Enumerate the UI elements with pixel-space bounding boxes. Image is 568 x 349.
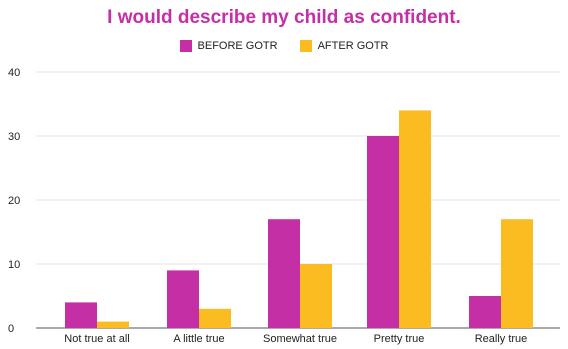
bar-after[interactable] [501, 219, 533, 328]
bar-before[interactable] [268, 219, 300, 328]
y-tick-label: 0 [8, 323, 14, 335]
y-tick-label: 40 [8, 67, 20, 79]
x-tick-label: A little true [173, 333, 224, 345]
bar-before[interactable] [167, 270, 199, 328]
chart-title: I would describe my child as confident. [107, 7, 461, 28]
x-tick-label: Really true [475, 333, 528, 345]
bar-after[interactable] [399, 110, 431, 329]
x-tick-label: Somewhat true [263, 333, 337, 345]
bar-before[interactable] [469, 296, 501, 328]
y-tick-label: 20 [8, 195, 20, 207]
label-layer: 0 10 20 30 40 Not true at all A little true Som… [8, 67, 527, 345]
bar-layer [65, 110, 533, 329]
legend-swatch-before [179, 40, 192, 52]
bar-after[interactable] [199, 308, 231, 328]
x-tick-label: Pretty true [374, 333, 425, 345]
bar-after[interactable] [97, 321, 129, 328]
bar-after[interactable] [300, 264, 332, 328]
x-tick-label: Not true at all [64, 333, 129, 345]
legend-item-after[interactable]: AFTER GOTR [299, 40, 389, 52]
legend-label-before: BEFORE GOTR [197, 40, 278, 52]
legend: BEFORE GOTR AFTER GOTR [0, 40, 568, 52]
bar-before[interactable] [367, 136, 399, 328]
legend-item-before[interactable]: BEFORE GOTR [179, 40, 278, 52]
y-tick-label: 30 [8, 131, 20, 143]
legend-label-after: AFTER GOTR [317, 40, 389, 52]
legend-swatch-after [299, 40, 312, 52]
bar-before[interactable] [65, 302, 97, 328]
y-tick-label: 10 [8, 259, 20, 271]
